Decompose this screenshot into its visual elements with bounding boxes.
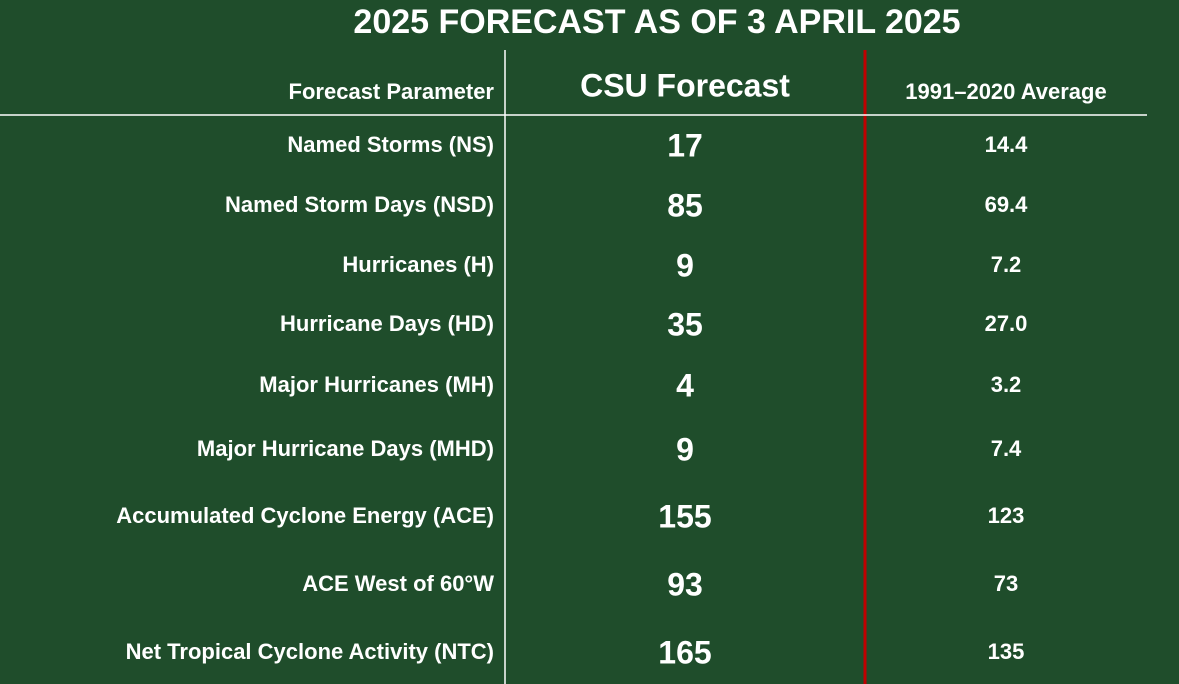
parameter-cell: Hurricanes (H)	[342, 252, 494, 277]
average-cell: 69.4	[985, 192, 1029, 217]
average-cell: 73	[994, 571, 1018, 596]
average-cell: 14.4	[985, 132, 1029, 157]
forecast-cell: 9	[676, 431, 694, 467]
average-cell: 27.0	[985, 311, 1028, 336]
header-cell: 1991–2020 Average	[905, 79, 1106, 104]
parameter-cell: Accumulated Cyclone Energy (ACE)	[116, 503, 494, 528]
forecast-cell: 35	[667, 306, 703, 342]
average-cell: 135	[988, 639, 1025, 664]
title: 2025 FORECAST AS OF 3 APRIL 2025	[353, 3, 960, 41]
average-cell: 7.2	[991, 252, 1022, 277]
parameter-cell: Hurricane Days (HD)	[280, 311, 494, 336]
parameter-cell: Named Storms (NS)	[287, 132, 494, 157]
forecast-cell: 4	[676, 367, 694, 403]
average-cell: 3.2	[991, 372, 1022, 397]
forecast-cell: 165	[658, 634, 711, 670]
parameter-cell: Named Storm Days (NSD)	[225, 192, 494, 217]
forecast-cell: 9	[676, 247, 694, 283]
forecast-cell: 155	[658, 498, 711, 534]
forecast-cell: 93	[667, 566, 703, 602]
average-cell: 7.4	[991, 436, 1022, 461]
forecast-cell: 85	[667, 187, 703, 223]
parameter-cell: Net Tropical Cyclone Activity (NTC)	[126, 639, 494, 664]
forecast-cell: 17	[667, 127, 703, 163]
header-cell: Forecast Parameter	[289, 79, 495, 104]
parameter-cell: Major Hurricane Days (MHD)	[197, 436, 494, 461]
header-cell: CSU Forecast	[580, 67, 790, 103]
average-cell: 123	[988, 503, 1025, 528]
parameter-cell: ACE West of 60°W	[302, 571, 494, 596]
parameter-cell: Major Hurricanes (MH)	[259, 372, 494, 397]
